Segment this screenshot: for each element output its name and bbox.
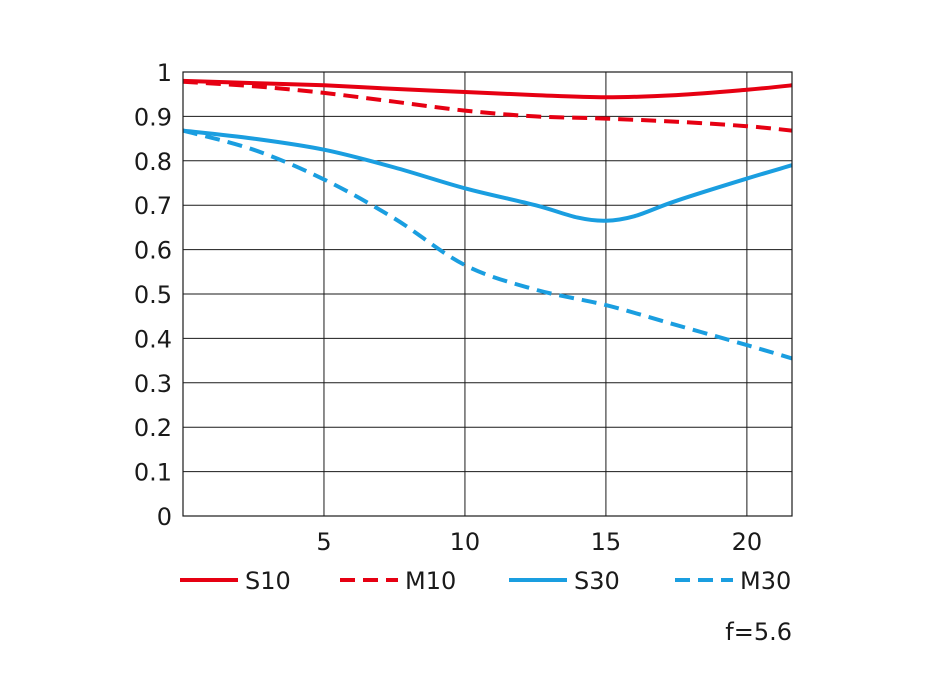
series-line-s10 xyxy=(183,78,792,100)
legend-label-s10: S10 xyxy=(245,567,291,595)
series-line-m10 xyxy=(183,79,792,133)
y-axis-tick-labels: 0 0.1 0.2 0.3 0.4 0.5 0.6 0.7 0.8 0.9 1 xyxy=(134,59,172,531)
series-line-m30 xyxy=(183,128,792,361)
y-tick-label: 0.1 xyxy=(134,459,172,487)
grid xyxy=(183,71,792,517)
y-tick-label: 0.2 xyxy=(134,414,172,442)
x-axis-tick-labels: 5 10 15 20 xyxy=(316,528,762,556)
series-group xyxy=(183,78,792,361)
x-tick-label: 10 xyxy=(450,528,481,556)
y-tick-label: 0.8 xyxy=(134,148,172,176)
aperture-annotation: f=5.6 xyxy=(725,618,792,646)
x-tick-label: 5 xyxy=(316,528,331,556)
y-tick-label: 1 xyxy=(157,59,172,87)
y-tick-label: 0.6 xyxy=(134,237,172,265)
legend: S10 M10 S30 M30 xyxy=(180,567,791,595)
legend-label-s30: S30 xyxy=(574,567,620,595)
y-tick-label: 0.3 xyxy=(134,370,172,398)
series-layer xyxy=(183,78,792,361)
legend-label-m10: M10 xyxy=(405,567,456,595)
y-tick-label: 0.7 xyxy=(134,192,172,220)
y-tick-label: 0.4 xyxy=(134,325,172,353)
y-tick-label: 0 xyxy=(157,503,172,531)
x-tick-label: 15 xyxy=(591,528,622,556)
y-tick-label: 0.5 xyxy=(134,281,172,309)
x-tick-label: 20 xyxy=(732,528,763,556)
plot-frame xyxy=(182,71,793,517)
y-tick-label: 0.9 xyxy=(134,103,172,131)
series-line-s30 xyxy=(183,128,792,223)
legend-label-m30: M30 xyxy=(740,567,791,595)
